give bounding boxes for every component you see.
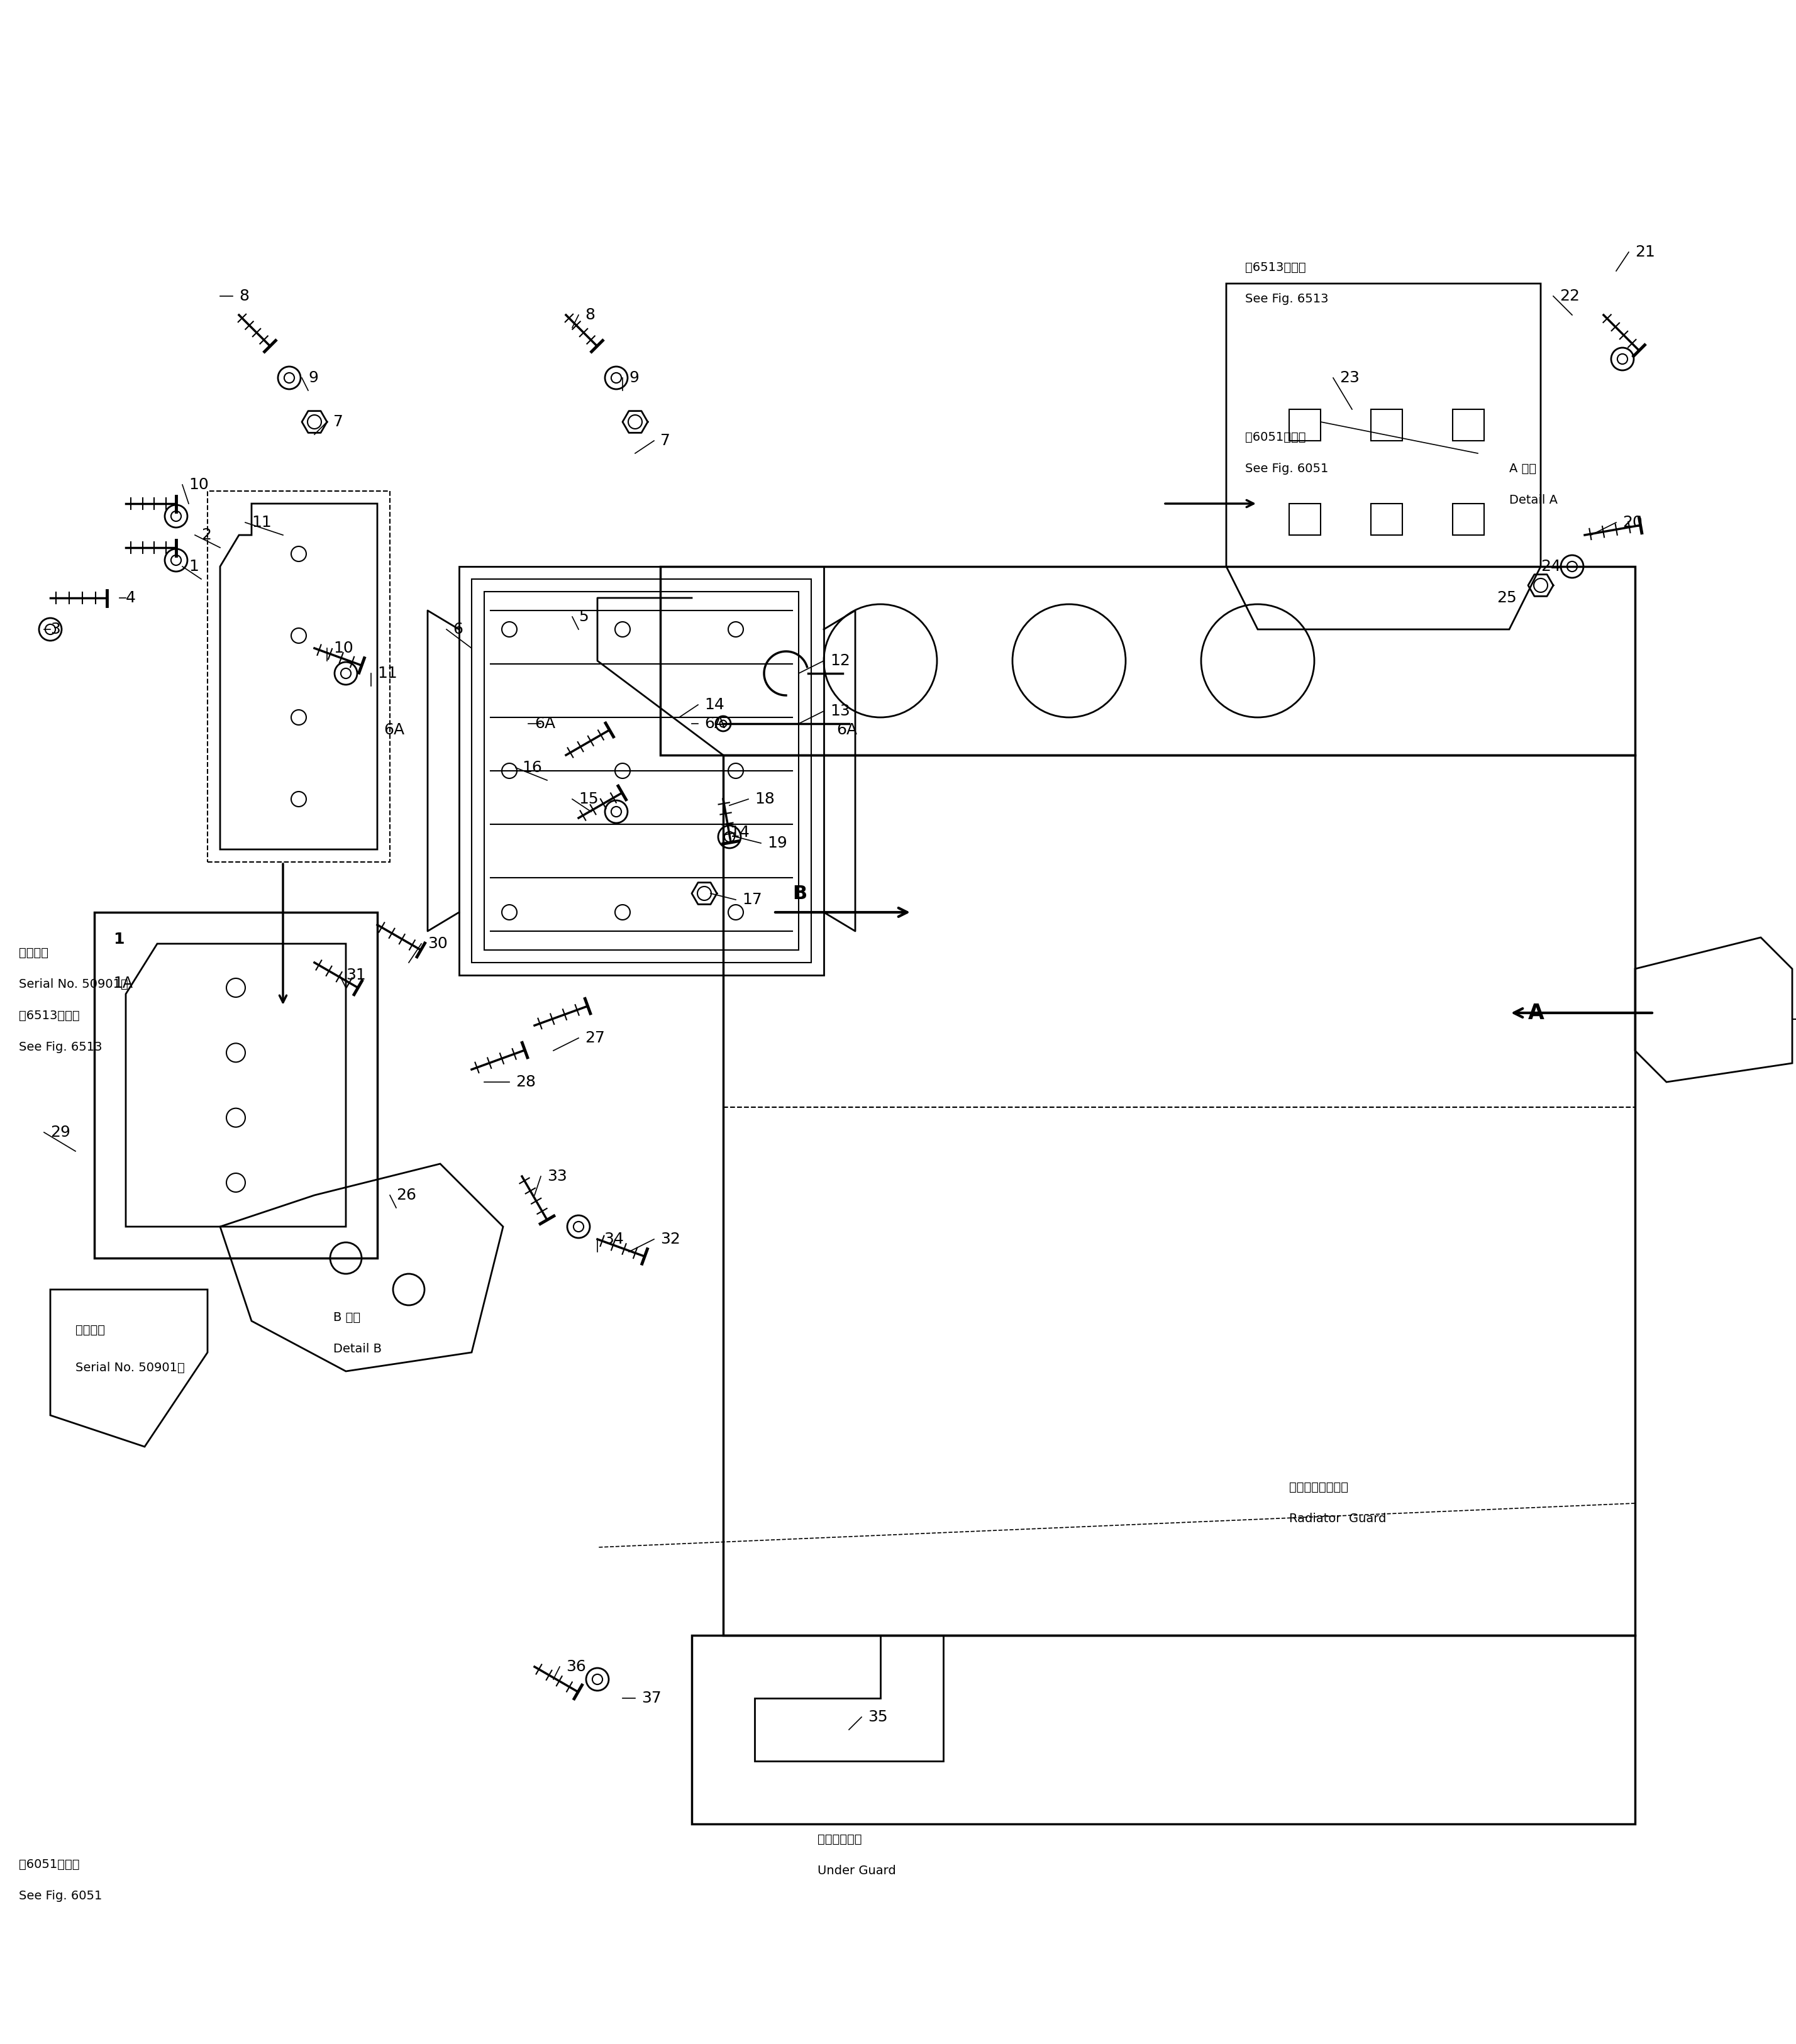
- Text: 10: 10: [334, 640, 354, 656]
- Text: 6A: 6A: [704, 715, 726, 732]
- Text: 14: 14: [704, 697, 724, 713]
- Text: 31: 31: [347, 967, 366, 983]
- Text: 第6513図参照: 第6513図参照: [20, 1010, 79, 1022]
- Text: Serial No. 50901～: Serial No. 50901～: [75, 1361, 185, 1374]
- Text: 9: 9: [309, 370, 318, 386]
- Text: 適用号機: 適用号機: [20, 946, 48, 959]
- Text: 8: 8: [239, 288, 250, 305]
- Text: 26: 26: [397, 1188, 417, 1202]
- Bar: [460, 566, 824, 975]
- Text: A 詳細: A 詳細: [1509, 462, 1536, 474]
- Text: 21: 21: [1634, 245, 1656, 260]
- Text: 1A: 1A: [113, 975, 133, 991]
- Text: Detail A: Detail A: [1509, 495, 1557, 507]
- Text: 37: 37: [641, 1690, 661, 1707]
- Bar: [1290, 503, 1320, 536]
- Text: 16: 16: [523, 760, 542, 775]
- Text: 29: 29: [50, 1124, 70, 1141]
- Bar: [661, 566, 1634, 754]
- Text: A: A: [1528, 1002, 1545, 1024]
- Text: 1: 1: [189, 558, 199, 574]
- Text: 10: 10: [189, 476, 208, 493]
- Bar: [1453, 409, 1483, 442]
- Text: 適用号機: 適用号機: [75, 1325, 104, 1337]
- Text: 20: 20: [1622, 515, 1643, 529]
- Text: See Fig. 6513: See Fig. 6513: [20, 1040, 102, 1053]
- Text: B 詳細: B 詳細: [334, 1312, 361, 1322]
- Bar: [1370, 503, 1403, 536]
- Text: 4: 4: [126, 591, 136, 605]
- Bar: [95, 912, 377, 1259]
- Text: 17: 17: [742, 891, 762, 908]
- Text: 22: 22: [1559, 288, 1580, 305]
- Text: 6A: 6A: [837, 722, 857, 738]
- Text: 3: 3: [50, 621, 61, 638]
- Bar: [472, 578, 812, 963]
- Text: 30: 30: [427, 936, 447, 950]
- Text: 32: 32: [661, 1233, 681, 1247]
- Text: 13: 13: [830, 703, 850, 719]
- Text: 2: 2: [201, 527, 212, 542]
- Bar: [208, 491, 390, 863]
- Text: 9: 9: [629, 370, 639, 386]
- Text: 28: 28: [515, 1075, 535, 1089]
- Text: See Fig. 6051: See Fig. 6051: [1245, 462, 1329, 474]
- Text: 6A: 6A: [384, 722, 404, 738]
- Text: ラジエータガード: ラジエータガード: [1290, 1482, 1349, 1494]
- Text: B: B: [792, 885, 806, 903]
- Bar: [1370, 409, 1403, 442]
- Text: 34: 34: [603, 1233, 623, 1247]
- Text: 18: 18: [754, 791, 774, 807]
- Text: 23: 23: [1340, 370, 1360, 386]
- Bar: [691, 1635, 1634, 1823]
- Text: 19: 19: [767, 836, 787, 850]
- Text: 7: 7: [661, 433, 670, 448]
- Text: 24: 24: [1541, 558, 1561, 574]
- Text: See Fig. 6051: See Fig. 6051: [20, 1891, 102, 1901]
- Text: 第6513図参照: 第6513図参照: [1245, 262, 1306, 274]
- Text: 12: 12: [830, 654, 850, 668]
- Text: 25: 25: [1496, 591, 1516, 605]
- Text: 11: 11: [377, 666, 397, 681]
- Text: 第6051図参照: 第6051図参照: [1245, 431, 1306, 444]
- Bar: [1453, 503, 1483, 536]
- Text: Detail B: Detail B: [334, 1343, 383, 1355]
- Text: 36: 36: [566, 1660, 585, 1674]
- Text: 35: 35: [867, 1709, 887, 1725]
- Text: 14: 14: [729, 824, 749, 840]
- Text: Radiator  Guard: Radiator Guard: [1290, 1513, 1387, 1525]
- Text: See Fig. 6513: See Fig. 6513: [1245, 292, 1329, 305]
- Text: 8: 8: [585, 307, 594, 323]
- Text: 11: 11: [251, 515, 271, 529]
- Text: 15: 15: [578, 791, 598, 807]
- Text: Serial No. 50901～: Serial No. 50901～: [20, 979, 128, 989]
- Text: 1: 1: [113, 932, 124, 946]
- Text: 6A: 6A: [535, 715, 555, 732]
- Text: Under Guard: Under Guard: [817, 1864, 896, 1876]
- Bar: [724, 754, 1634, 1635]
- Text: 6: 6: [453, 621, 463, 638]
- Text: アンダガード: アンダガード: [817, 1833, 862, 1846]
- Text: 5: 5: [578, 609, 589, 623]
- Bar: [485, 591, 799, 950]
- Text: 33: 33: [548, 1169, 568, 1183]
- Text: 第6051図参照: 第6051図参照: [20, 1858, 79, 1870]
- Text: 27: 27: [585, 1030, 605, 1047]
- Bar: [1290, 409, 1320, 442]
- Text: 7: 7: [334, 415, 343, 429]
